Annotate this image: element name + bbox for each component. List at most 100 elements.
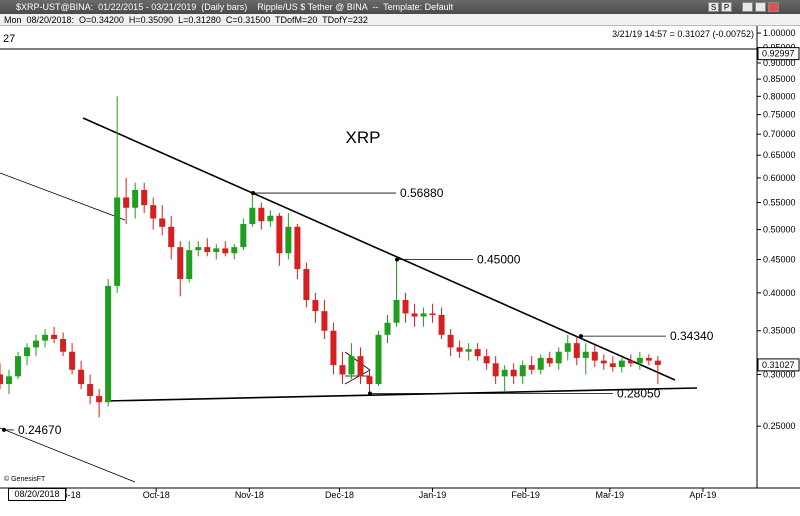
candle-body: [213, 248, 220, 253]
last-quote: 3/21/19 14:57 = 0.31027 (-0.00752): [612, 29, 754, 39]
support-line: [104, 387, 698, 402]
info-bar: Mon 08/20/2018: O=0.34200 H=0.35090 L=0.…: [0, 14, 800, 26]
x-tick-label: Apr-19: [689, 490, 716, 500]
x-tick-label: Oct-18: [143, 490, 170, 500]
annotation-label: 0.28050: [617, 387, 661, 401]
candle-body: [42, 334, 49, 341]
y-tick-label: 0.35000: [763, 326, 796, 336]
minimize-button[interactable]: [742, 2, 753, 12]
candle-body: [492, 363, 499, 377]
y-tick-label: 0.60000: [763, 173, 796, 183]
old-trend-line: [0, 427, 136, 483]
candle-body: [582, 351, 589, 358]
chart: 27 3/21/19 14:57 = 0.31027 (-0.00752) XR…: [0, 26, 800, 516]
annotation-label: 0.56880: [400, 186, 444, 200]
candle-body: [51, 334, 58, 339]
candle-body: [159, 218, 166, 227]
candle-body: [15, 356, 22, 377]
candle-body: [96, 396, 103, 403]
trend-lines: [0, 117, 698, 483]
candle-body: [294, 226, 301, 270]
y-tick-label: 0.65000: [763, 150, 796, 160]
credit: © GenesisFT: [4, 475, 46, 483]
candle-body: [186, 250, 193, 280]
candle-body: [141, 189, 148, 206]
annotation-dot: [251, 191, 255, 196]
window-title: $XRP-UST@BINA: 01/22/2015 - 03/21/2019 (…: [16, 2, 454, 12]
annotation-dot: [579, 334, 583, 339]
candle-body: [528, 365, 535, 370]
maximize-button[interactable]: [755, 2, 766, 12]
price-marker-label: 0.31027: [762, 360, 795, 370]
y-tick-label: 0.90000: [763, 58, 796, 68]
p-button[interactable]: P: [721, 2, 732, 12]
annotation-dot: [2, 427, 6, 432]
y-tick-label: 0.55000: [763, 198, 796, 208]
x-tick-label: Mar-19: [596, 490, 625, 500]
y-tick-label: 0.40000: [763, 288, 796, 298]
candle-body: [555, 351, 562, 364]
x-tick-label: Nov-18: [235, 490, 264, 500]
candle-body: [375, 334, 382, 385]
candle-body: [636, 357, 643, 364]
old-trend-line: [0, 172, 126, 221]
candle-body: [501, 369, 508, 377]
candle-body: [312, 300, 319, 312]
candle-body: [474, 349, 481, 357]
y-tick-label: 0.30000: [763, 369, 796, 379]
candle-body: [195, 247, 202, 251]
candle-body: [231, 247, 238, 254]
candle-body: [24, 347, 31, 357]
candle-body: [456, 347, 463, 352]
candle-body: [447, 334, 454, 348]
chart-title: XRP: [346, 128, 381, 147]
candle-body: [510, 369, 517, 377]
candle-body: [564, 343, 571, 352]
candle-body: [78, 369, 85, 385]
price-marker-box: [757, 47, 800, 61]
annotation-label: 0.24670: [18, 423, 62, 437]
price-marker-label: 0.92997: [762, 49, 795, 59]
candle-body: [537, 357, 544, 370]
annotation-dot: [368, 391, 372, 396]
y-tick-label: 0.80000: [763, 91, 796, 101]
y-tick-label: 1.00000: [763, 28, 796, 38]
candle-body: [267, 215, 274, 222]
candle-body: [519, 365, 526, 377]
candle-body: [348, 356, 355, 375]
candle-body: [420, 313, 427, 317]
y-tick-label: 0.85000: [763, 74, 796, 84]
candle-body: [438, 314, 445, 335]
candle-body: [402, 300, 409, 314]
candle-body: [600, 360, 607, 364]
y-tick-label: 0.50000: [763, 225, 796, 235]
y-tick-label: 0.70000: [763, 129, 796, 139]
candle-body: [60, 338, 67, 352]
candle-body: [240, 223, 247, 248]
s-button[interactable]: S: [708, 2, 719, 12]
candle-body: [321, 311, 328, 331]
candle-body: [303, 269, 310, 301]
candle-body: [132, 189, 139, 208]
candle-body: [177, 247, 184, 280]
candle-body: [411, 313, 418, 317]
candle-body: [69, 351, 76, 370]
candle-body: [339, 365, 346, 375]
candle-body: [0, 374, 3, 385]
candle-body: [546, 357, 553, 364]
candle-body: [429, 313, 436, 315]
candle-body: [150, 205, 157, 219]
candle-body: [357, 356, 364, 377]
candle-body: [627, 360, 634, 364]
x-tick-label: Jan-19: [419, 490, 447, 500]
resistance-line: [82, 117, 676, 381]
x-tick-label: Dec-18: [325, 490, 354, 500]
candle-body: [591, 351, 598, 361]
candle-body: [249, 207, 256, 224]
candle-body: [393, 300, 400, 323]
candle-body: [204, 247, 211, 253]
close-button[interactable]: [768, 2, 779, 12]
candle-body: [87, 384, 94, 397]
candle-body: [573, 343, 580, 358]
